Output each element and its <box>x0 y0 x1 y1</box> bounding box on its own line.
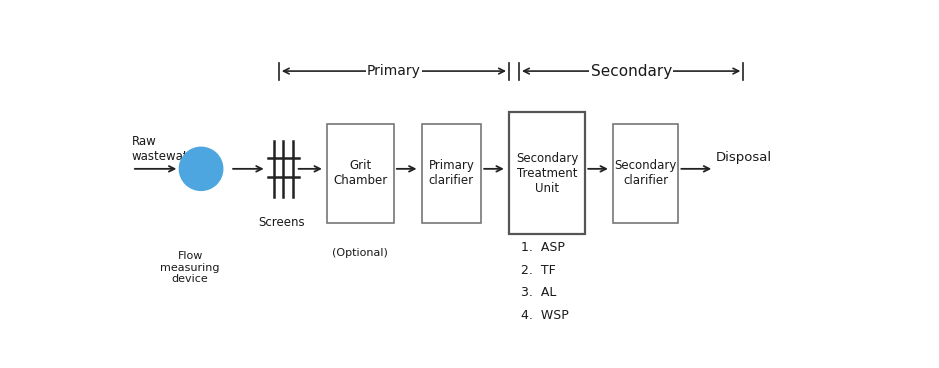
Text: Secondary
Treatment
Unit: Secondary Treatment Unit <box>516 152 578 195</box>
Text: Secondary
clarifier: Secondary clarifier <box>614 159 677 187</box>
Text: Screens: Screens <box>258 216 304 229</box>
Text: Flow
measuring
device: Flow measuring device <box>161 251 220 284</box>
Text: Grit
Chamber: Grit Chamber <box>333 159 388 187</box>
Text: 1.  ASP: 1. ASP <box>521 241 565 254</box>
Bar <box>327 124 394 223</box>
Bar <box>509 112 585 234</box>
Bar <box>613 124 679 223</box>
Bar <box>422 124 482 223</box>
Text: Disposal: Disposal <box>716 151 772 164</box>
Text: Raw
wastewater: Raw wastewater <box>131 135 201 163</box>
Ellipse shape <box>179 147 223 190</box>
Text: 2.  TF: 2. TF <box>521 264 556 277</box>
Text: (Optional): (Optional) <box>332 248 389 258</box>
Text: 3.  AL: 3. AL <box>521 286 557 300</box>
Text: 4.  WSP: 4. WSP <box>521 309 569 322</box>
Text: Secondary: Secondary <box>591 64 671 79</box>
Text: Primary
clarifier: Primary clarifier <box>428 159 474 187</box>
Text: Primary: Primary <box>367 64 421 78</box>
